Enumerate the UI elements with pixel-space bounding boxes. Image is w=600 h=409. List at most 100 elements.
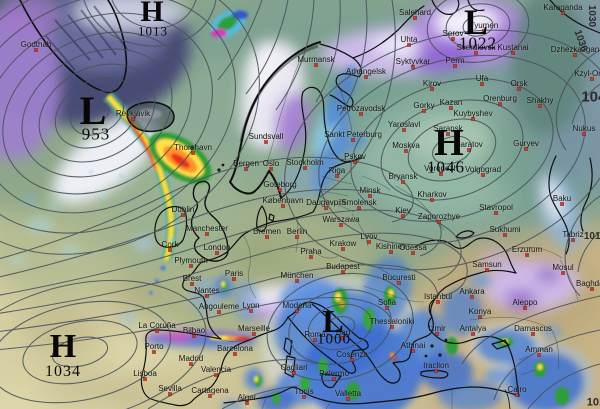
city-label: Sofia	[377, 298, 397, 307]
city-label: Kazan	[439, 98, 463, 107]
city-marker	[401, 180, 405, 184]
city-marker	[324, 206, 328, 210]
city-marker	[434, 369, 438, 373]
city-marker	[471, 117, 475, 121]
city-label: Kuybyshev	[453, 109, 493, 118]
city-label: Lisboa	[133, 369, 157, 378]
city-label: Bari	[335, 328, 351, 337]
city-label: Bergen	[233, 159, 259, 168]
city-label: Thessaloniki	[369, 317, 415, 326]
city-marker	[537, 353, 541, 357]
pressure-center-symbol-l-1000: L	[322, 303, 344, 339]
city-label: Sevilla	[158, 384, 182, 393]
coastlines	[19, 0, 600, 409]
city-label: Paris	[224, 269, 244, 278]
city-marker	[295, 235, 299, 239]
city-marker	[390, 325, 394, 329]
city-label: Ankara	[459, 287, 485, 296]
city-marker	[232, 277, 236, 281]
city-label: Cairo	[507, 385, 527, 394]
city-marker	[571, 238, 575, 242]
city-marker	[292, 371, 296, 375]
city-marker	[435, 332, 439, 336]
city-marker	[205, 232, 209, 236]
pressure-center-value-l-953: 953	[81, 124, 111, 144]
city-marker	[346, 397, 350, 401]
city-label: Daugavpils	[306, 198, 346, 207]
city-label: Kharkov	[417, 190, 447, 199]
city-marker	[181, 213, 185, 217]
city-label: Iraclion	[423, 361, 449, 370]
city-marker	[437, 220, 441, 224]
city-marker	[335, 174, 339, 178]
city-marker	[359, 112, 363, 116]
city-marker	[401, 214, 405, 218]
city-marker	[364, 75, 368, 79]
city-marker	[523, 306, 527, 310]
isobar-label: 1016	[586, 396, 600, 409]
isobar-label: 1040	[581, 88, 600, 106]
city-marker	[281, 204, 285, 208]
city-marker	[422, 109, 426, 113]
pressure-center-value-h-1046: 1046	[427, 157, 465, 177]
city-label: Serov	[442, 29, 464, 38]
city-marker	[582, 132, 586, 136]
city-label: Krakow	[329, 239, 357, 248]
city-label: Alger	[237, 393, 257, 402]
city-label: Samsun	[472, 260, 502, 269]
city-marker	[190, 282, 194, 286]
city-marker	[480, 82, 484, 86]
city-label: Syktyvkar	[395, 57, 431, 66]
city-label: Konya	[468, 307, 492, 316]
city-marker	[314, 63, 318, 67]
city-label: Sukhumi	[489, 225, 521, 234]
city-label: Gorky	[413, 101, 435, 110]
city-label: Lyon	[242, 301, 260, 310]
city-marker	[467, 148, 471, 152]
city-label: München	[280, 271, 314, 280]
city-marker	[430, 198, 434, 202]
city-label: Athinai	[400, 341, 426, 350]
pressure-center-symbol-l-953: L	[79, 88, 107, 133]
city-marker	[155, 329, 159, 333]
city-label: Nantes	[194, 286, 220, 295]
city-marker	[531, 332, 535, 336]
city-marker	[217, 310, 221, 314]
city-marker	[351, 138, 355, 142]
city-marker	[451, 37, 455, 41]
city-label: Yaroslavl	[387, 120, 421, 129]
city-marker	[413, 16, 417, 20]
city-marker	[339, 223, 343, 227]
city-marker	[368, 194, 372, 198]
pressure-center-value-h-1034: 1034	[45, 363, 81, 380]
city-marker	[353, 160, 357, 164]
city-marker	[411, 349, 415, 353]
city-marker	[34, 48, 38, 52]
pressure-center-value-l-1022: 1022	[459, 33, 497, 53]
city-label: Sverdlovsk	[456, 43, 496, 52]
city-label: Orenburg	[483, 94, 517, 103]
city-label: Tunis	[294, 387, 314, 396]
city-label: Istanbul	[423, 292, 453, 301]
city-label: Porto	[144, 342, 164, 351]
city-label: Shakhy	[526, 96, 554, 105]
city-label: Palermo	[319, 369, 349, 378]
city-label: Murmansk	[297, 55, 335, 64]
city-marker	[313, 338, 317, 342]
city-label: Kzyl-Orda	[574, 69, 600, 78]
city-marker	[131, 117, 135, 121]
city-label: Volgograd	[464, 165, 502, 174]
city-label: Kiev	[395, 206, 411, 215]
city-label: Dzhezkazgan	[550, 45, 600, 54]
city-marker	[303, 166, 307, 170]
city-label: Sundsvall	[248, 132, 284, 141]
city-label: Kustanai	[497, 43, 529, 52]
city-marker	[367, 240, 371, 244]
city-marker	[481, 173, 485, 177]
city-marker	[341, 247, 345, 251]
city-marker	[470, 295, 474, 299]
city-label: Lvov	[360, 232, 378, 241]
